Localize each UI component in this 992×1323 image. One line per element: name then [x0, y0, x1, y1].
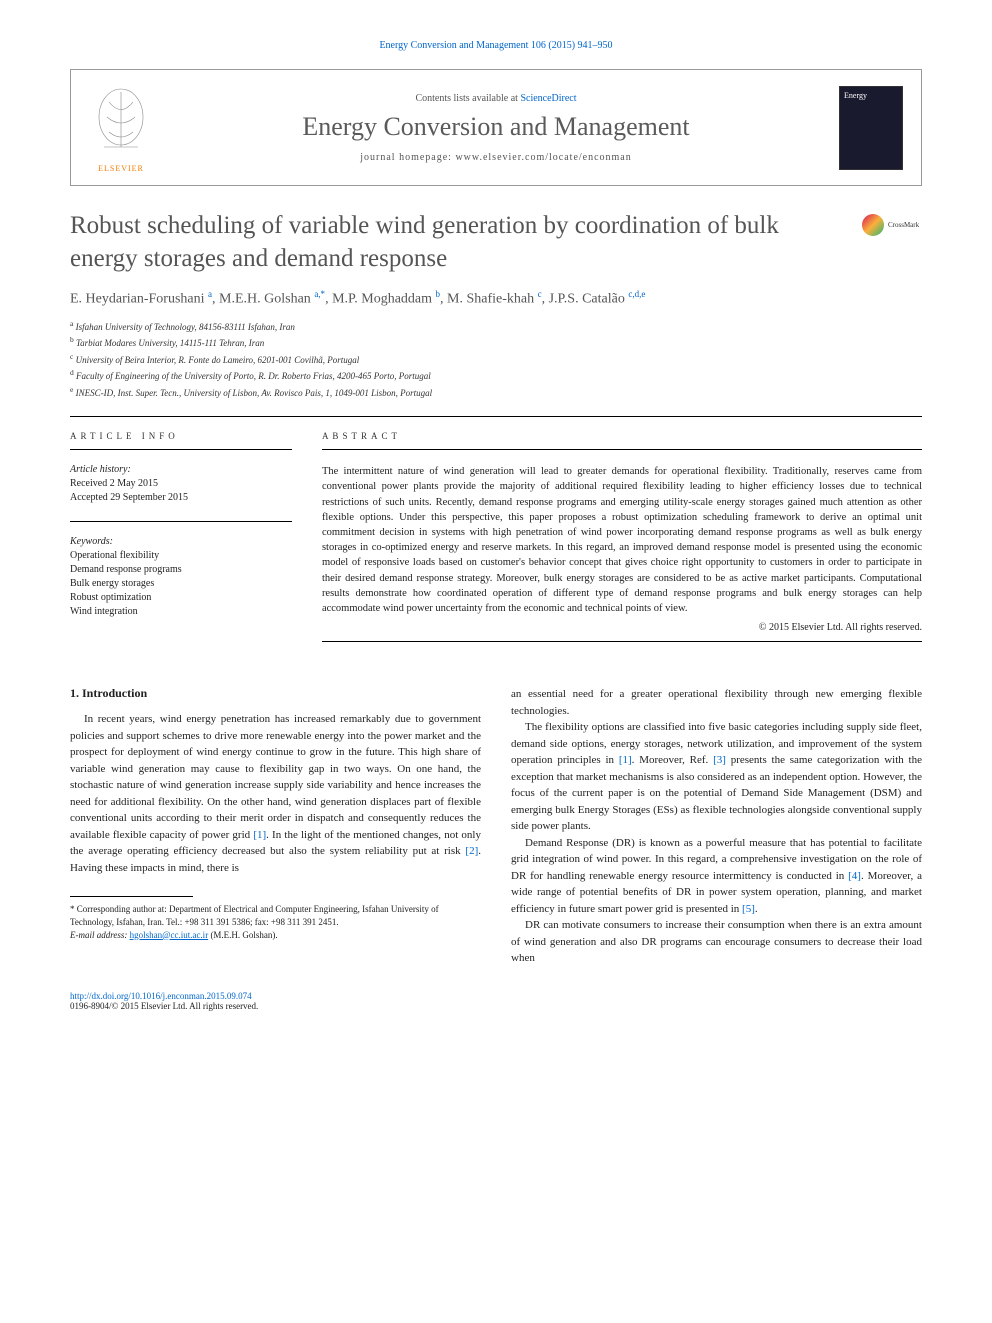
keywords-list: Operational flexibilityDemand response p…	[70, 549, 292, 619]
citation-line: Energy Conversion and Management 106 (20…	[70, 40, 922, 51]
article-info-column: ARTICLE INFO Article history: Received 2…	[70, 431, 292, 656]
crossmark-icon	[862, 214, 884, 236]
issn-copyright-line: 0196-8904/© 2015 Elsevier Ltd. All right…	[70, 1001, 922, 1011]
elsevier-label: ELSEVIER	[89, 164, 153, 173]
left-column: 1. Introduction In recent years, wind en…	[70, 686, 481, 967]
homepage-prefix: journal homepage:	[360, 152, 455, 163]
email-label: E-mail address:	[70, 930, 130, 940]
abstract-heading: ABSTRACT	[322, 431, 922, 441]
journal-cover-thumbnail: Energy	[839, 86, 903, 170]
keywords-label: Keywords:	[70, 536, 292, 547]
section-divider	[70, 416, 922, 417]
article-history-block: Article history: Received 2 May 2015 Acc…	[70, 464, 292, 505]
corresponding-author-footnote: * Corresponding author at: Department of…	[70, 903, 481, 928]
homepage-url[interactable]: www.elsevier.com/locate/enconman	[455, 152, 631, 163]
contents-lists-line: Contents lists available at ScienceDirec…	[153, 93, 839, 104]
dr-paragraph: Demand Response (DR) is known as a power…	[511, 835, 922, 918]
dr-motivate-paragraph: DR can motivate consumers to increase th…	[511, 917, 922, 967]
keywords-block: Keywords: Operational flexibilityDemand …	[70, 536, 292, 619]
right-column: an essential need for a greater operatio…	[511, 686, 922, 967]
contents-prefix: Contents lists available at	[415, 93, 520, 104]
journal-header-box: ELSEVIER Contents lists available at Sci…	[70, 69, 922, 186]
flexibility-paragraph: The flexibility options are classified i…	[511, 719, 922, 835]
abstract-bottom-divider	[322, 641, 922, 642]
article-meta-box: ARTICLE INFO Article history: Received 2…	[70, 431, 922, 656]
email-suffix: (M.E.H. Golshan).	[208, 930, 278, 940]
authors-line: E. Heydarian-Forushani a, M.E.H. Golshan…	[70, 289, 922, 308]
section-1-heading: 1. Introduction	[70, 686, 481, 701]
abstract-copyright: © 2015 Elsevier Ltd. All rights reserved…	[322, 622, 922, 633]
corresponding-email-link[interactable]: hgolshan@cc.iut.ac.ir	[130, 930, 209, 940]
info-divider	[70, 449, 292, 450]
history-label: Article history:	[70, 464, 292, 475]
journal-name: Energy Conversion and Management	[153, 112, 839, 142]
info-divider	[70, 521, 292, 522]
received-date: Received 2 May 2015	[70, 477, 292, 491]
header-center: Contents lists available at ScienceDirec…	[153, 93, 839, 163]
footnote-divider	[70, 896, 193, 897]
affiliations-list: a Isfahan University of Technology, 8415…	[70, 318, 922, 401]
article-info-heading: ARTICLE INFO	[70, 431, 292, 441]
crossmark-badge[interactable]: CrossMark	[862, 210, 922, 240]
elsevier-tree-icon	[89, 82, 153, 162]
page-footer: http://dx.doi.org/10.1016/j.enconman.201…	[70, 991, 922, 1011]
accepted-date: Accepted 29 September 2015	[70, 491, 292, 505]
article-title: Robust scheduling of variable wind gener…	[70, 210, 862, 275]
journal-cover-text: Energy	[840, 87, 902, 104]
intro-paragraph-1: In recent years, wind energy penetration…	[70, 711, 481, 876]
journal-homepage-line: journal homepage: www.elsevier.com/locat…	[153, 152, 839, 163]
crossmark-label: CrossMark	[888, 221, 919, 229]
abstract-text: The intermittent nature of wind generati…	[322, 464, 922, 616]
intro-continuation: an essential need for a greater operatio…	[511, 686, 922, 719]
body-columns: 1. Introduction In recent years, wind en…	[70, 686, 922, 967]
sciencedirect-link[interactable]: ScienceDirect	[520, 93, 576, 104]
abstract-divider	[322, 449, 922, 450]
elsevier-logo-block: ELSEVIER	[89, 82, 153, 173]
abstract-column: ABSTRACT The intermittent nature of wind…	[322, 431, 922, 656]
doi-link[interactable]: http://dx.doi.org/10.1016/j.enconman.201…	[70, 991, 252, 1001]
email-footnote: E-mail address: hgolshan@cc.iut.ac.ir (M…	[70, 929, 481, 942]
